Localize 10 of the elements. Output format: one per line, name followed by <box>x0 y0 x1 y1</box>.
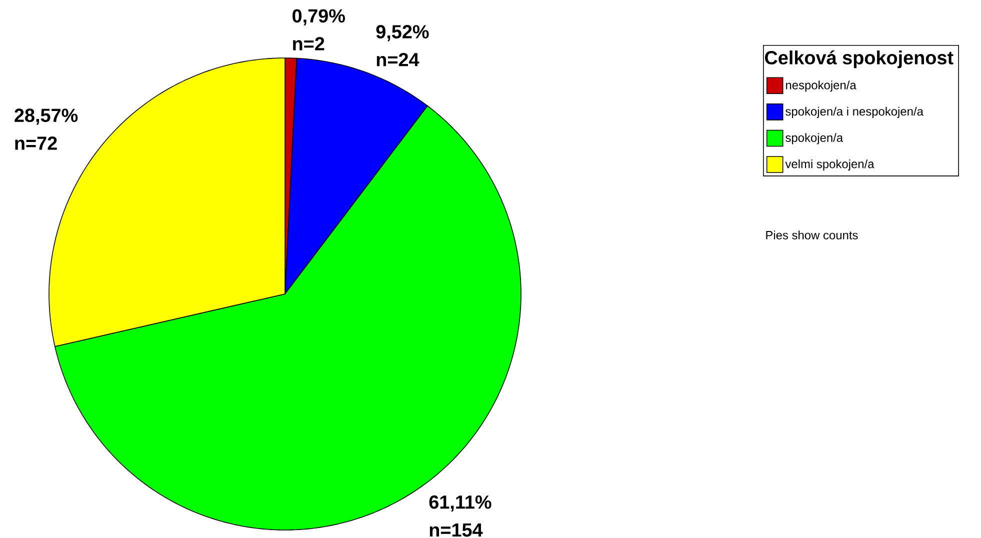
legend-label: spokojen/a <box>786 133 844 144</box>
legend-label: velmi spokojen/a <box>785 159 874 171</box>
data-label: 28,57% n=72 <box>14 108 78 150</box>
data-label: 0,79% n=2 <box>292 9 345 50</box>
legend-label: nespokojen/a <box>786 80 856 92</box>
data-label: 9,52% n=24 <box>376 25 429 66</box>
text: Pies show counts <box>766 230 858 240</box>
data-label: 61,11% n=154 <box>429 495 492 537</box>
legend-title: Celková spokojenost <box>765 50 954 68</box>
legend-label: spokojen/a i nespokojen/a <box>786 106 924 118</box>
